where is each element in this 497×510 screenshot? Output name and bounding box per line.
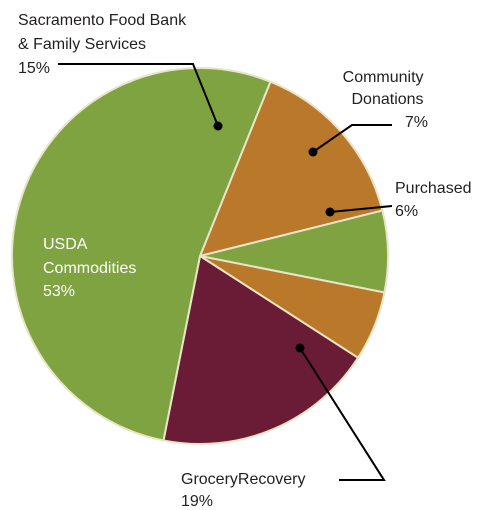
slice-label-grocery-recovery: GroceryRecovery 19%	[181, 471, 310, 510]
slice-pct-usda-commodities: 53%	[43, 283, 75, 300]
slice-label-usda-commodities: USDA Commodities 53%	[43, 236, 141, 300]
slice-label-community-donations: Community Donations 7%	[343, 69, 428, 131]
leader-food-bank-dot	[213, 121, 223, 131]
slice-usda-commodities	[11, 67, 272, 442]
pie-slices	[11, 67, 389, 445]
slice-pct-food-bank: 15%	[18, 60, 50, 77]
slice-label-food-bank: Sacramento Food Bank & Family Services 1…	[18, 12, 191, 77]
slice-pct-purchased: 6%	[395, 203, 418, 220]
slice-pct-grocery-recovery: 19%	[181, 493, 213, 510]
slice-label-purchased: Purchased 6%	[395, 180, 476, 220]
leader-purchased	[329, 205, 393, 213]
leader-lines	[58, 63, 393, 481]
leader-grocery-recovery	[299, 347, 386, 481]
leader-community-donations	[312, 124, 392, 153]
leader-grocery-recovery-dot	[295, 343, 305, 353]
slice-pct-community-donations: 7%	[405, 114, 428, 131]
leader-purchased-dot	[325, 207, 335, 217]
leader-food-bank	[58, 63, 219, 127]
leader-community-donations-dot	[308, 147, 318, 157]
slice-grocery-recovery	[162, 254, 360, 445]
